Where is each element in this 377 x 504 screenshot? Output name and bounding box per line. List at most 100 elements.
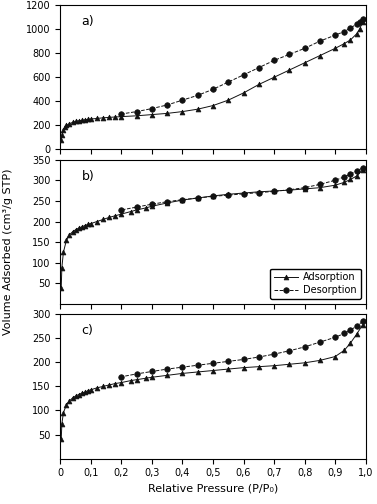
Desorption (150, 201, 154, 207)
Adsorption (61, 249, 66, 256)
Adsorption (165, 200, 170, 206)
Adsorption (83, 117, 87, 123)
Desorption (165, 199, 170, 205)
Adsorption (89, 221, 93, 227)
Adsorption (86, 221, 90, 227)
Adsorption (287, 187, 292, 193)
Adsorption (67, 232, 72, 238)
Text: a): a) (82, 15, 94, 28)
Adsorption (59, 436, 63, 443)
Desorption (302, 45, 307, 51)
Desorption (134, 108, 139, 114)
Desorption (119, 374, 124, 380)
Adsorption (77, 118, 81, 124)
Desorption (354, 168, 359, 174)
Adsorption (70, 119, 75, 125)
Desorption (287, 348, 292, 354)
Adsorption (77, 392, 81, 398)
Desorption (348, 327, 352, 333)
Desorption (342, 331, 346, 337)
Desorption (317, 38, 322, 44)
Adsorption (360, 322, 365, 328)
Adsorption (134, 376, 139, 383)
Adsorption (241, 90, 246, 96)
Desorption (302, 184, 307, 191)
Desorption (195, 195, 200, 201)
Adsorption (70, 229, 75, 235)
Line: Desorption: Desorption (119, 17, 365, 117)
Adsorption (60, 265, 64, 271)
Adsorption (348, 176, 352, 182)
Desorption (150, 368, 154, 374)
Desorption (165, 366, 170, 372)
Adsorption (89, 387, 93, 393)
Text: b): b) (82, 170, 95, 183)
Adsorption (272, 363, 276, 369)
Desorption (357, 19, 362, 25)
Adsorption (61, 410, 66, 416)
Adsorption (342, 347, 346, 353)
Adsorption (348, 37, 352, 43)
Adsorption (134, 207, 139, 213)
Adsorption (64, 122, 69, 129)
Adsorption (83, 223, 87, 229)
Adsorption (59, 285, 63, 291)
Adsorption (342, 179, 346, 185)
Desorption (241, 72, 246, 78)
Adsorption (67, 120, 72, 127)
Adsorption (89, 116, 93, 122)
Desorption (272, 188, 276, 195)
Adsorption (211, 367, 215, 373)
Adsorption (119, 380, 124, 386)
Adsorption (119, 211, 124, 217)
Adsorption (86, 388, 90, 394)
Adsorption (241, 190, 246, 196)
Adsorption (226, 97, 231, 103)
Adsorption (333, 353, 337, 359)
Adsorption (180, 108, 185, 114)
Adsorption (134, 113, 139, 119)
Adsorption (256, 364, 261, 370)
Line: Desorption: Desorption (119, 165, 365, 213)
Adsorption (113, 381, 118, 387)
Text: Volume Adsorbed (cm³/g STP): Volume Adsorbed (cm³/g STP) (3, 169, 12, 335)
Adsorption (86, 116, 90, 122)
Desorption (342, 29, 346, 35)
Desorption (211, 360, 215, 366)
Desorption (317, 181, 322, 187)
Adsorption (256, 189, 261, 195)
Desorption (241, 191, 246, 197)
Adsorption (101, 216, 105, 222)
Adsorption (101, 115, 105, 121)
Adsorption (302, 186, 307, 192)
Adsorption (287, 361, 292, 367)
Adsorption (333, 45, 337, 51)
Desorption (211, 86, 215, 92)
Desorption (287, 51, 292, 57)
Adsorption (63, 124, 67, 130)
Adsorption (150, 203, 154, 209)
Desorption (226, 358, 231, 364)
Adsorption (107, 214, 112, 220)
Adsorption (64, 402, 69, 408)
Adsorption (73, 118, 78, 124)
Adsorption (70, 395, 75, 401)
Adsorption (107, 114, 112, 120)
Desorption (195, 92, 200, 98)
Adsorption (150, 111, 154, 117)
Adsorption (241, 364, 246, 370)
Adsorption (317, 184, 322, 191)
Desorption (134, 371, 139, 377)
Adsorption (360, 19, 365, 25)
Desorption (256, 190, 261, 196)
Desorption (333, 334, 337, 340)
Adsorption (59, 137, 63, 143)
Adsorption (226, 191, 231, 197)
Adsorption (73, 227, 78, 233)
Adsorption (354, 31, 359, 37)
Desorption (302, 344, 307, 350)
Adsorption (226, 366, 231, 372)
Adsorption (64, 237, 69, 243)
Desorption (287, 186, 292, 193)
Desorption (226, 79, 231, 85)
